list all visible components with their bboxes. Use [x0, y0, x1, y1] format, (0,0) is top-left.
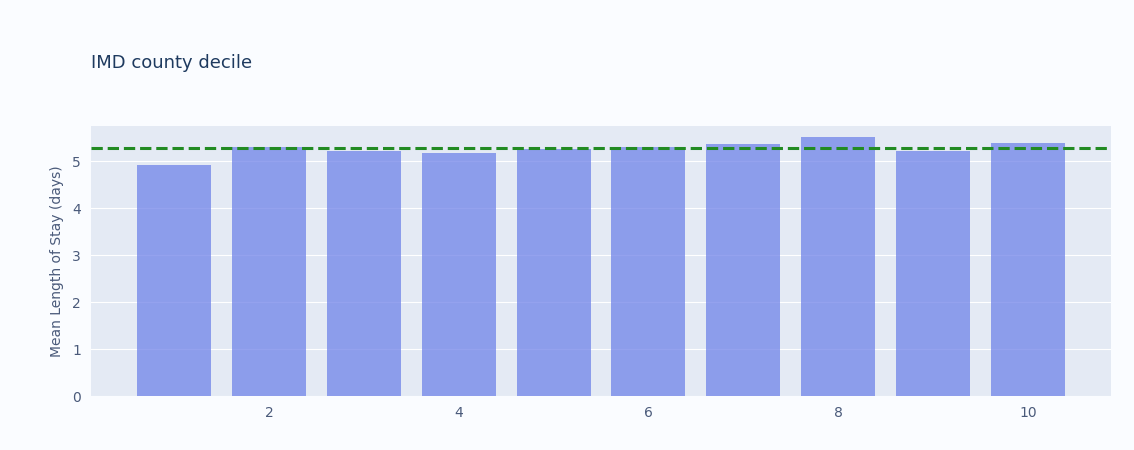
- Text: IMD county decile: IMD county decile: [91, 54, 252, 72]
- Bar: [232, 147, 306, 396]
- Bar: [137, 165, 211, 396]
- Bar: [327, 151, 400, 396]
- Bar: [991, 144, 1065, 396]
- Bar: [802, 137, 875, 396]
- Y-axis label: Mean Length of Stay (days): Mean Length of Stay (days): [50, 165, 64, 357]
- Bar: [611, 147, 685, 396]
- Bar: [422, 153, 496, 396]
- Bar: [517, 148, 591, 396]
- Bar: [706, 144, 780, 396]
- Bar: [896, 151, 970, 396]
